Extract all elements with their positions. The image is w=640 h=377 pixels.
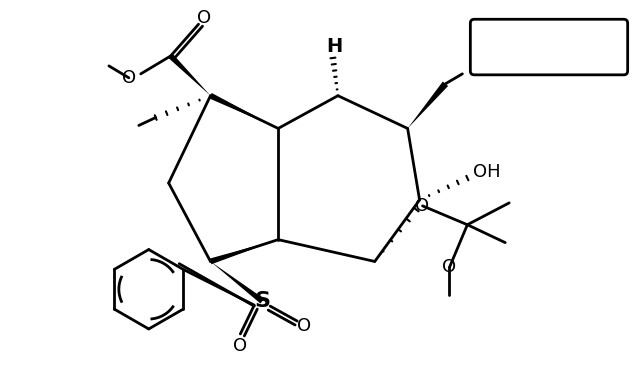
Polygon shape bbox=[209, 93, 278, 129]
Text: Chiral: Chiral bbox=[518, 37, 579, 57]
Text: O: O bbox=[234, 337, 248, 355]
Text: O: O bbox=[198, 9, 212, 27]
Text: O: O bbox=[415, 197, 429, 215]
Text: O: O bbox=[122, 69, 136, 87]
Polygon shape bbox=[168, 54, 211, 96]
Polygon shape bbox=[209, 240, 278, 264]
Polygon shape bbox=[408, 81, 448, 129]
Text: H: H bbox=[326, 37, 342, 55]
Text: S: S bbox=[254, 291, 270, 311]
FancyBboxPatch shape bbox=[470, 19, 628, 75]
Text: O: O bbox=[442, 258, 456, 276]
Text: OH: OH bbox=[474, 163, 501, 181]
Text: O: O bbox=[297, 317, 311, 335]
Polygon shape bbox=[211, 262, 264, 303]
